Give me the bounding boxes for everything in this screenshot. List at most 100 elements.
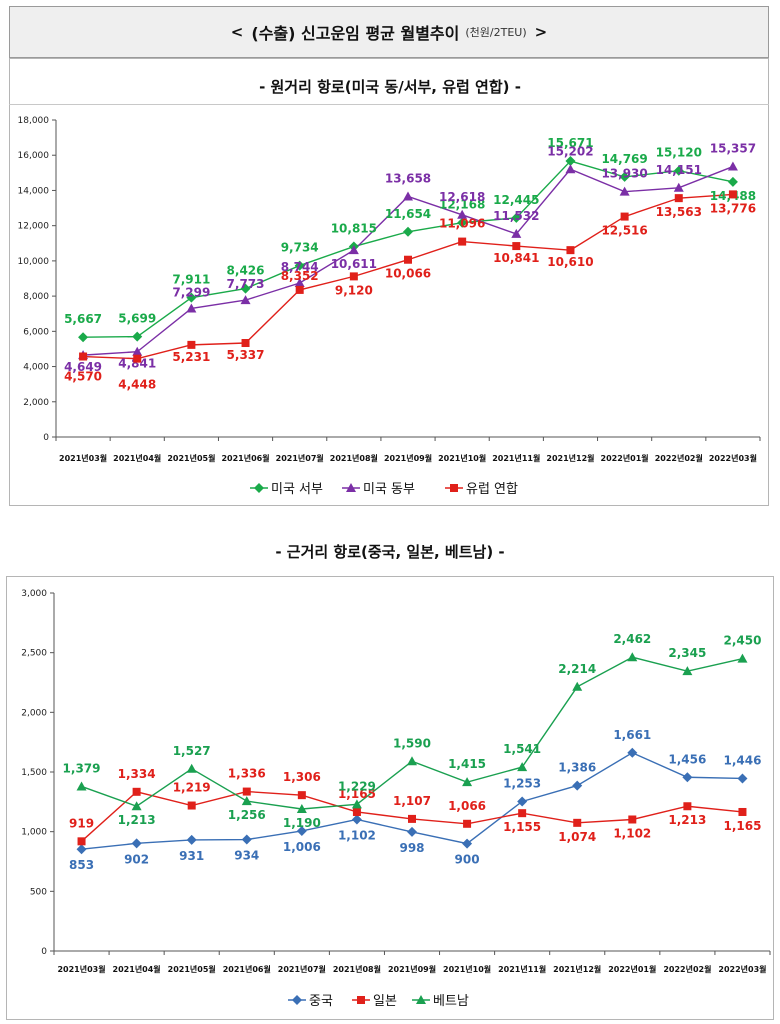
data-label: 5,337 [227, 348, 265, 362]
short-haul-chart-title: - 근거리 항로(중국, 일본, 베트남) - [275, 543, 505, 561]
short-haul-line-chart: 0 500 1,000 1,500 2,000 2,500 3,000 2021년03월 202… [21, 589, 771, 1009]
data-point [404, 255, 412, 264]
data-point [565, 164, 576, 174]
data-label: 1,229 [338, 779, 376, 793]
data-label: 1,334 [118, 767, 156, 781]
data-point [295, 285, 304, 294]
y-tick-label: 12,000 [18, 222, 50, 232]
data-point [565, 156, 576, 167]
legend-label: 중국 [309, 994, 333, 1009]
data-label: 1,006 [283, 840, 321, 854]
left-arrow-icon: < [230, 23, 244, 41]
data-point [296, 803, 307, 813]
y-tick-label: 2,000 [21, 708, 47, 718]
x-tick-label: 2021년12월 [546, 453, 594, 463]
chart-header: < (수출) 신고운임 평균 월별추이 (천원/2TEU) > [9, 6, 769, 58]
x-tick-label: 2021년07월 [276, 453, 324, 463]
data-label: 1,446 [723, 753, 761, 767]
data-label: 7,773 [227, 277, 265, 291]
x-tick-label: 2021년03월 [59, 453, 107, 463]
data-label: 1,415 [448, 757, 486, 771]
data-label: 1,306 [283, 770, 321, 784]
data-label: 10,841 [493, 251, 539, 265]
data-label: 1,074 [558, 830, 596, 844]
y-tick-label: 2,000 [23, 398, 49, 408]
data-label: 1,155 [503, 820, 541, 834]
data-point [619, 171, 630, 182]
y-tick-label: 0 [41, 947, 47, 957]
data-label: 4,570 [64, 370, 102, 384]
data-label: 853 [69, 858, 94, 872]
data-label: 919 [69, 816, 94, 830]
data-label: 12,516 [601, 224, 647, 238]
data-point [76, 781, 87, 791]
data-label: 13,563 [656, 205, 702, 219]
data-label: 10,815 [331, 222, 377, 236]
data-point [133, 354, 142, 363]
data-label: 1,190 [283, 816, 321, 830]
data-point [512, 242, 521, 251]
y-tick-label: 3,000 [21, 589, 47, 599]
data-point [738, 807, 747, 816]
data-label: 11,096 [439, 217, 485, 231]
data-point [187, 801, 196, 810]
data-point [76, 844, 87, 855]
x-tick-label: 2022년03월 [709, 453, 757, 463]
data-label: 14,151 [656, 163, 702, 177]
data-label: 10,066 [385, 267, 431, 281]
data-point [403, 191, 413, 201]
data-label: 1,661 [613, 728, 651, 742]
x-tick-label: 2021년08월 [333, 964, 381, 974]
x-tick-label: 2021년12월 [553, 964, 601, 974]
data-label: 902 [124, 852, 149, 866]
data-label: 8,744 [281, 260, 319, 274]
x-tick-label: 2021년06월 [221, 453, 269, 463]
data-label: 15,671 [547, 136, 593, 150]
data-point [403, 226, 413, 237]
x-tick-label: 2021년09월 [384, 453, 432, 463]
x-tick-label: 2021년04월 [113, 453, 161, 463]
data-point [407, 826, 417, 837]
data-point [79, 352, 88, 361]
data-point [458, 237, 467, 246]
data-point [572, 681, 583, 691]
x-tick-label: 2021년03월 [57, 964, 105, 974]
x-tick-label: 2021년05월 [168, 964, 216, 974]
x-tick-label: 2021년08월 [330, 453, 378, 463]
data-label: 900 [455, 853, 480, 867]
data-point [78, 332, 89, 343]
data-label: 2,345 [668, 646, 706, 660]
data-point [297, 791, 306, 800]
data-label: 5,231 [172, 350, 210, 364]
data-point [241, 339, 250, 348]
series-line-0 [83, 160, 734, 338]
y-tick-label: 8,000 [23, 292, 49, 302]
data-label: 1,219 [173, 781, 211, 795]
data-label: 1,165 [723, 819, 761, 833]
y-tick-label: 6,000 [23, 327, 49, 337]
y-tick-label: 16,000 [18, 151, 50, 161]
x-tick-label: 2021년10월 [438, 453, 486, 463]
data-label: 1,541 [503, 742, 541, 756]
data-label: 1,107 [393, 794, 431, 808]
data-point [351, 799, 362, 809]
data-point [572, 780, 583, 791]
data-point [132, 346, 143, 356]
y-tick-label: 18,000 [18, 116, 50, 126]
data-point [511, 228, 522, 238]
data-label: 931 [179, 849, 204, 863]
data-point [682, 666, 693, 676]
x-tick-label: 2021년05월 [167, 453, 215, 463]
data-label: 15,120 [656, 146, 702, 160]
data-label: 13,776 [710, 201, 756, 215]
x-tick-label: 2022년01월 [608, 964, 656, 974]
data-point [673, 165, 684, 176]
data-label: 8,352 [281, 269, 319, 283]
data-point [674, 194, 683, 203]
data-point [727, 176, 738, 187]
legend-label: 미국 동부 [363, 482, 415, 497]
data-point [348, 245, 359, 255]
y-tick-label: 4,000 [23, 363, 49, 373]
data-point [737, 773, 748, 784]
right-arrow-icon: > [534, 23, 548, 41]
